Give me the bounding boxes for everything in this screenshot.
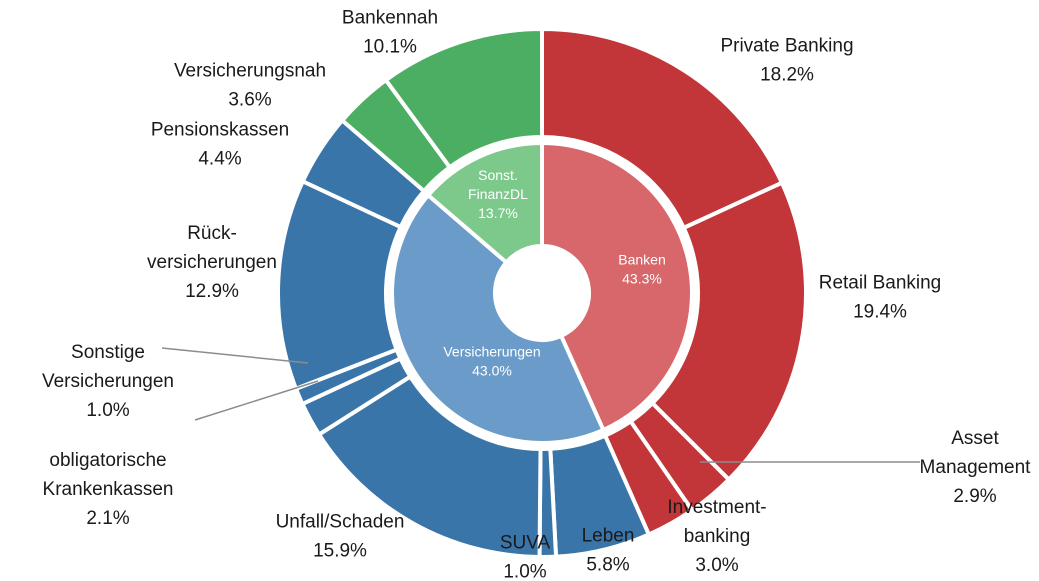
- label-line: Krankenkassen: [43, 479, 174, 500]
- inner-label: Sonst. FinanzDL 13.7%: [468, 167, 528, 221]
- slice: [316, 373, 543, 560]
- value-label: 13.7%: [478, 205, 518, 221]
- label-line: Versicherungen: [42, 371, 174, 392]
- value-label: 43.0%: [472, 362, 512, 378]
- slice-label: Retail Banking 19.4%: [819, 273, 942, 323]
- label-line: Bankennah: [342, 8, 438, 29]
- value-label: 4.4%: [198, 149, 241, 170]
- slice: [383, 26, 544, 170]
- value-label: 2.1%: [86, 508, 129, 529]
- slice-label: Asset Management 2.9%: [920, 428, 1032, 507]
- slice-label: obligatorische Krankenkassen 2.1%: [43, 450, 174, 529]
- slice: [540, 26, 785, 231]
- label-line: banking: [684, 526, 751, 547]
- slice-label: Investment-banking 3.0%: [667, 497, 766, 576]
- value-label: 18.2%: [760, 65, 814, 86]
- label-line: versicherungen: [147, 252, 277, 273]
- slice-label: Unfall/Schaden 15.9%: [276, 512, 405, 562]
- inner-label: Versicherungen 43.0%: [443, 343, 540, 378]
- label-line: Leben: [582, 526, 635, 547]
- value-label: 2.9%: [953, 486, 996, 507]
- label-line: Pensionskassen: [151, 120, 289, 141]
- label-line: Private Banking: [720, 36, 853, 57]
- leader-line: [161, 347, 309, 364]
- value-label: 19.4%: [853, 302, 907, 323]
- label-line: Sonstige: [71, 342, 145, 363]
- slice: [425, 140, 544, 266]
- label-line: Rück-: [187, 223, 237, 244]
- slice-label: Versicherungsnah 3.6%: [174, 61, 326, 111]
- label-line: Management: [920, 457, 1032, 478]
- inner-label: Banken 43.3%: [618, 251, 665, 286]
- value-label: 1.0%: [503, 562, 546, 581]
- label-line: Banken: [618, 251, 665, 267]
- label-line: SUVA: [500, 533, 551, 554]
- slice: [540, 140, 694, 433]
- label-line: Asset: [951, 428, 999, 449]
- label-line: Retail Banking: [819, 273, 942, 294]
- label-line: Versicherungsnah: [174, 61, 326, 82]
- label-line: FinanzDL: [468, 186, 528, 202]
- leader-line: [194, 380, 319, 421]
- slice-label: Sonstige Versicherungen 1.0%: [42, 342, 174, 421]
- slice: [390, 192, 606, 445]
- label-line: Unfall/Schaden: [276, 512, 405, 533]
- slice: [649, 180, 808, 483]
- slice-label: Bankennah 10.1%: [342, 8, 438, 58]
- label-line: Versicherungen: [443, 343, 540, 359]
- slice-label: Pensionskassen 4.4%: [151, 120, 289, 170]
- value-label: 12.9%: [185, 281, 239, 302]
- label-line: obligatorische: [49, 450, 166, 471]
- value-label: 43.3%: [622, 270, 662, 286]
- value-label: 15.9%: [313, 541, 367, 562]
- slice-label: Private Banking 18.2%: [720, 36, 853, 86]
- slice-label: Rück-versicherungen 12.9%: [147, 223, 277, 302]
- value-label: 10.1%: [363, 37, 417, 58]
- value-label: 5.8%: [586, 555, 629, 576]
- slice-label: SUVA 1.0%: [500, 533, 551, 581]
- label-line: Sonst.: [478, 167, 518, 183]
- label-line: Investment-: [667, 497, 766, 518]
- value-label: 3.6%: [228, 90, 271, 111]
- value-label: 3.0%: [695, 555, 738, 576]
- slice-label: Leben 5.8%: [582, 526, 635, 576]
- value-label: 1.0%: [86, 400, 129, 421]
